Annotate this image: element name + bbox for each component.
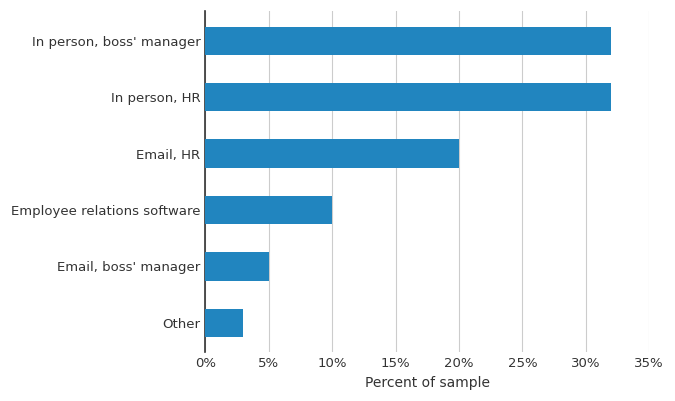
X-axis label: Percent of sample: Percent of sample <box>364 376 490 390</box>
Bar <box>205 83 611 111</box>
Bar <box>205 140 459 168</box>
Bar <box>205 252 269 281</box>
Bar <box>205 26 611 55</box>
Bar <box>205 196 332 224</box>
Bar <box>205 309 244 337</box>
